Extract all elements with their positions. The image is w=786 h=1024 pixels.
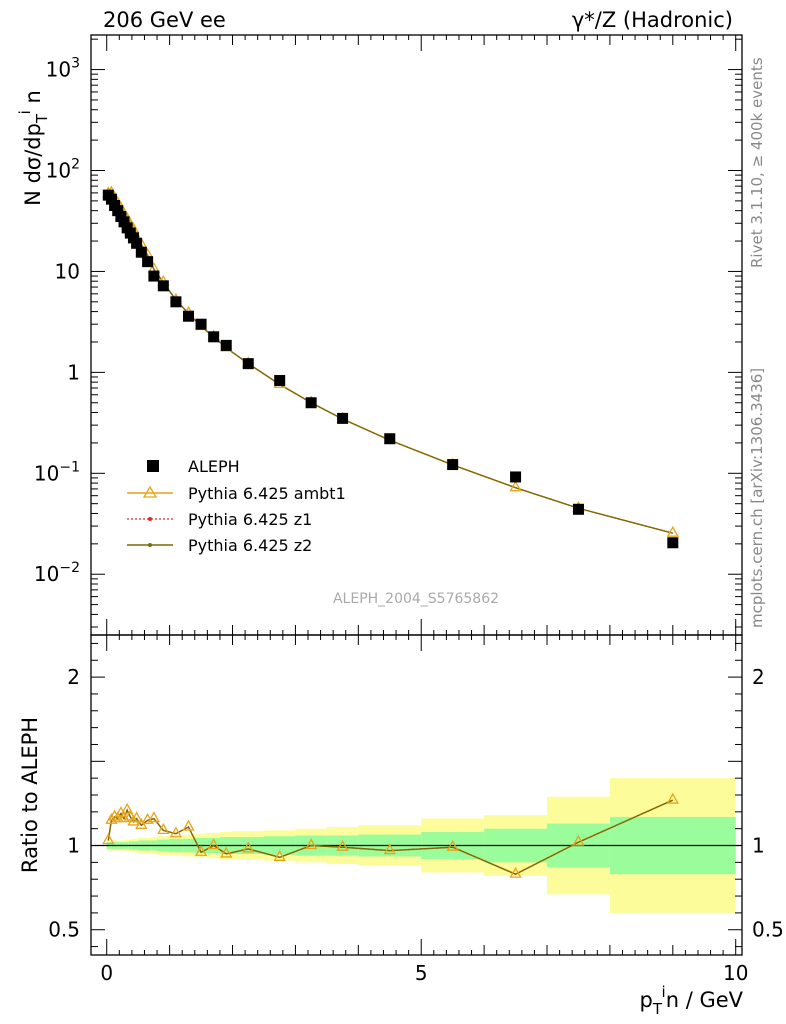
main-y-tick-label: 102 xyxy=(46,156,80,182)
legend-label-z1: Pythia 6.425 z1 xyxy=(188,510,312,529)
legend: ALEPH Pythia 6.425 ambt1 Pythia 6.425 z1… xyxy=(127,457,346,555)
ratio-point-ambt1 xyxy=(194,844,208,856)
legend-label-z2: Pythia 6.425 z2 xyxy=(188,536,312,555)
series-point-ambt1 xyxy=(509,480,522,492)
ratio-point-ambt1 xyxy=(446,839,459,851)
data-point-aleph xyxy=(135,246,147,258)
main-y-tick-label: 1 xyxy=(67,360,80,384)
main-plot-panel: 10−2 10−1 1 10 102 103 N dσ/dpTi n ALEPH_2004… xyxy=(16,34,743,636)
data-point-aleph xyxy=(118,216,130,228)
ratio-y-tick-label: 0.5 xyxy=(48,918,80,942)
data-point-aleph xyxy=(105,193,117,205)
ratio-point-ambt1 xyxy=(207,838,220,850)
data-point-aleph xyxy=(510,471,522,483)
legend-item-ambt1: Pythia 6.425 ambt1 xyxy=(127,484,346,503)
data-point-aleph xyxy=(182,310,194,322)
ratio-point-ambt1 xyxy=(336,839,349,851)
series-line-z1 xyxy=(108,192,673,534)
ratio-y-tick-label-right: 2 xyxy=(752,665,765,689)
legend-marker-aleph xyxy=(147,460,159,472)
data-point-aleph xyxy=(447,459,459,471)
legend-item-z1: Pythia 6.425 z1 xyxy=(127,510,312,529)
main-y-tick-label: 10−2 xyxy=(34,560,80,586)
ratio-point-ambt1 xyxy=(182,819,195,831)
x-tick-label: 5 xyxy=(415,961,428,985)
data-point-aleph xyxy=(384,433,396,445)
ratio-point-ambt1 xyxy=(509,866,522,878)
legend-item-aleph: ALEPH xyxy=(147,457,240,476)
main-y-tick-label: 10 xyxy=(55,259,80,283)
ratio-point-ambt1 xyxy=(220,846,233,858)
rivet-version-label: Rivet 3.1.10, ≥ 400k events xyxy=(748,57,766,268)
ratio-y-axis-label: Ratio to ALEPH xyxy=(18,717,42,873)
ratio-point-ambt1 xyxy=(169,826,183,838)
ratio-point-ambt1 xyxy=(102,833,115,845)
x-tick-label: 0 xyxy=(100,961,113,985)
x-axis-label: pTin / GeV xyxy=(639,983,743,1018)
chart-title-right: γ*/Z (Hadronic) xyxy=(572,8,733,32)
data-point-aleph xyxy=(572,503,584,515)
legend-marker-ambt1 xyxy=(142,485,158,498)
ratio-point-ambt1 xyxy=(666,792,679,804)
main-data-points xyxy=(102,189,679,549)
ratio-point-ambt1 xyxy=(121,802,134,814)
chart-title-left: 206 GeV ee xyxy=(103,8,226,32)
legend-marker-z1 xyxy=(148,517,152,521)
data-point-aleph xyxy=(195,318,207,330)
data-point-aleph xyxy=(274,375,286,387)
data-point-aleph xyxy=(208,331,220,343)
ratio-y-tick-label: 1 xyxy=(67,834,80,858)
ratio-y-tick-label-right: 0.5 xyxy=(752,918,784,942)
ratio-y-axis-ticks: 0.5 0.5 1 1 2 2 xyxy=(48,642,784,948)
main-y-tick-label: 103 xyxy=(46,56,80,82)
data-point-aleph xyxy=(170,296,182,308)
main-y-axis-label: N dσ/dpTi n xyxy=(16,90,51,206)
data-point-aleph xyxy=(142,256,154,268)
data-point-aleph xyxy=(242,358,254,370)
data-point-aleph xyxy=(157,280,169,292)
ratio-y-tick-label: 2 xyxy=(67,665,80,689)
data-point-aleph xyxy=(220,339,232,351)
mcplots-label: mcplots.cern.ch [arXiv:1306.3436] xyxy=(748,368,766,628)
data-point-aleph xyxy=(305,397,317,409)
ratio-point-ambt1 xyxy=(127,814,140,826)
ratio-point-ambt1 xyxy=(124,809,137,821)
series-line-z2 xyxy=(108,192,673,534)
ratio-plot-panel: 0.5 0.5 1 1 2 2 0 5 10 Ratio to ALEPH pTin / Ge… xyxy=(18,634,784,1018)
ratio-point-ambt1 xyxy=(147,811,161,823)
legend-label-ambt1: Pythia 6.425 ambt1 xyxy=(188,484,346,503)
legend-marker-z2 xyxy=(148,543,152,547)
main-y-tick-label: 10−1 xyxy=(34,459,80,485)
x-tick-label: 10 xyxy=(723,961,748,985)
main-y-axis-ticks: 10−2 10−1 1 10 102 103 xyxy=(34,38,742,628)
data-point-aleph xyxy=(337,412,349,424)
ratio-x-axis-ticks: 0 5 10 xyxy=(100,635,748,985)
ratio-point-ambt1 xyxy=(273,849,286,861)
ratio-point-ambt1 xyxy=(130,811,143,823)
legend-label-aleph: ALEPH xyxy=(188,457,240,476)
series-line-ambt1 xyxy=(108,192,673,534)
data-point-aleph xyxy=(112,205,124,217)
main-x-axis-ticks xyxy=(106,35,737,635)
data-point-aleph xyxy=(131,237,143,249)
ratio-y-tick-label-right: 1 xyxy=(752,834,765,858)
data-point-aleph xyxy=(148,270,160,282)
ratio-point-ambt1 xyxy=(157,823,170,835)
ratio-point-ambt1 xyxy=(242,841,255,853)
ratio-series-group xyxy=(102,792,679,878)
analysis-id-label: ALEPH_2004_S5765862 xyxy=(333,591,499,607)
data-point-aleph xyxy=(667,537,679,549)
legend-item-z2: Pythia 6.425 z2 xyxy=(127,536,312,555)
ratio-point-ambt1 xyxy=(305,838,318,850)
ratio-plot-frame xyxy=(90,634,743,956)
ratio-point-ambt1 xyxy=(572,834,585,846)
ratio-point-ambt1 xyxy=(383,843,396,855)
series-point-ambt1 xyxy=(666,525,679,537)
